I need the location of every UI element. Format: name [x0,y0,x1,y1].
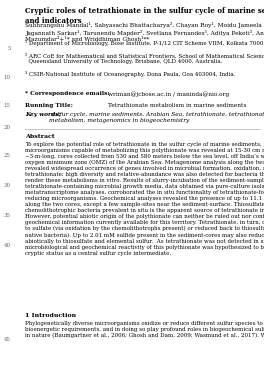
Text: 30: 30 [3,183,11,188]
Text: ³ CSIR-National Institute of Oceanography, Dona Paula, Goa 403004, India.: ³ CSIR-National Institute of Oceanograph… [25,71,235,77]
Text: Phylogenetically diverse microorganisms oxidize or reduce different sulfur speci: Phylogenetically diverse microorganisms … [25,321,264,338]
Text: sulfur cycle, marine sediments, Arabian Sea, tetrathionate, tetrathionate
metabo: sulfur cycle, marine sediments, Arabian … [49,112,264,123]
Text: Cryptic roles of tetrathionate in the sulfur cycle of marine sediments: Microbia: Cryptic roles of tetrathionate in the su… [25,7,264,25]
Text: Key words:: Key words: [25,112,61,117]
Text: 15: 15 [3,103,11,108]
Text: 35: 35 [3,213,11,218]
Text: Abstract: Abstract [25,134,55,139]
Text: 40: 40 [3,243,11,248]
Text: Tetrathionate metabolism in marine sediments: Tetrathionate metabolism in marine sedim… [108,103,247,108]
Text: 10: 10 [3,75,11,79]
Text: To explore the potential role of tetrathionate in the sulfur cycle of marine sed: To explore the potential role of tetrath… [25,142,264,256]
Text: * Correspondence emails:: * Correspondence emails: [25,91,110,96]
Text: Running Title:: Running Title: [25,103,73,108]
Text: 45: 45 [3,337,11,342]
Text: 25: 25 [3,153,11,158]
Text: 1 Introduction: 1 Introduction [25,313,76,317]
Text: ¹ Department of Microbiology, Bose Institute, P-1/12 CIT Scheme VIIM, Kolkata 70: ¹ Department of Microbiology, Bose Insti… [25,40,264,46]
Text: ² ARC CoE for Mathematical and Statistical Frontiers, School of Mathematical Sci: ² ARC CoE for Mathematical and Statistic… [25,53,264,65]
Text: wriman@jcbose.ac.in / maninda@nio.org: wriman@jcbose.ac.in / maninda@nio.org [108,91,229,97]
Text: 5: 5 [7,46,11,50]
Text: 20: 20 [3,125,11,129]
Text: Subhrangshu Mandal¹, Sabyasachi Bhattacharya², Chayan Roy¹, Moidu Jameela Rameez: Subhrangshu Mandal¹, Sabyasachi Bhattach… [25,22,264,42]
